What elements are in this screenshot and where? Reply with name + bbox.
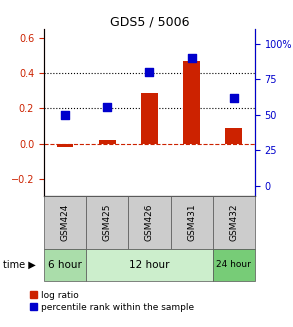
Bar (86, 196, 128, 249)
Text: 12 hour: 12 hour (129, 260, 170, 270)
Title: GDS5 / 5006: GDS5 / 5006 (110, 15, 189, 28)
Legend: log ratio, percentile rank within the sample: log ratio, percentile rank within the sa… (28, 289, 195, 314)
Text: GSM426: GSM426 (145, 204, 154, 241)
Text: 6 hour: 6 hour (48, 260, 82, 270)
Point (147, 69, 152, 75)
Bar (44, 249, 86, 281)
Text: GSM432: GSM432 (229, 204, 238, 241)
Text: GSM425: GSM425 (103, 204, 112, 241)
Bar (171, 196, 213, 249)
Text: 24 hour: 24 hour (216, 260, 251, 269)
Bar (44, 196, 86, 249)
Text: GSM424: GSM424 (61, 204, 69, 241)
Point (63, 112, 67, 117)
Bar (128, 196, 171, 249)
Point (105, 105, 110, 110)
Bar (213, 249, 255, 281)
Text: GSM431: GSM431 (187, 203, 196, 241)
Bar (183, 61, 200, 144)
Bar (141, 93, 158, 144)
Bar (86, 249, 213, 281)
Bar (99, 140, 116, 144)
Bar (57, 144, 74, 147)
Bar (213, 196, 255, 249)
Point (189, 55, 194, 60)
Text: time ▶: time ▶ (3, 260, 36, 270)
Bar (225, 128, 242, 144)
Point (231, 95, 236, 100)
